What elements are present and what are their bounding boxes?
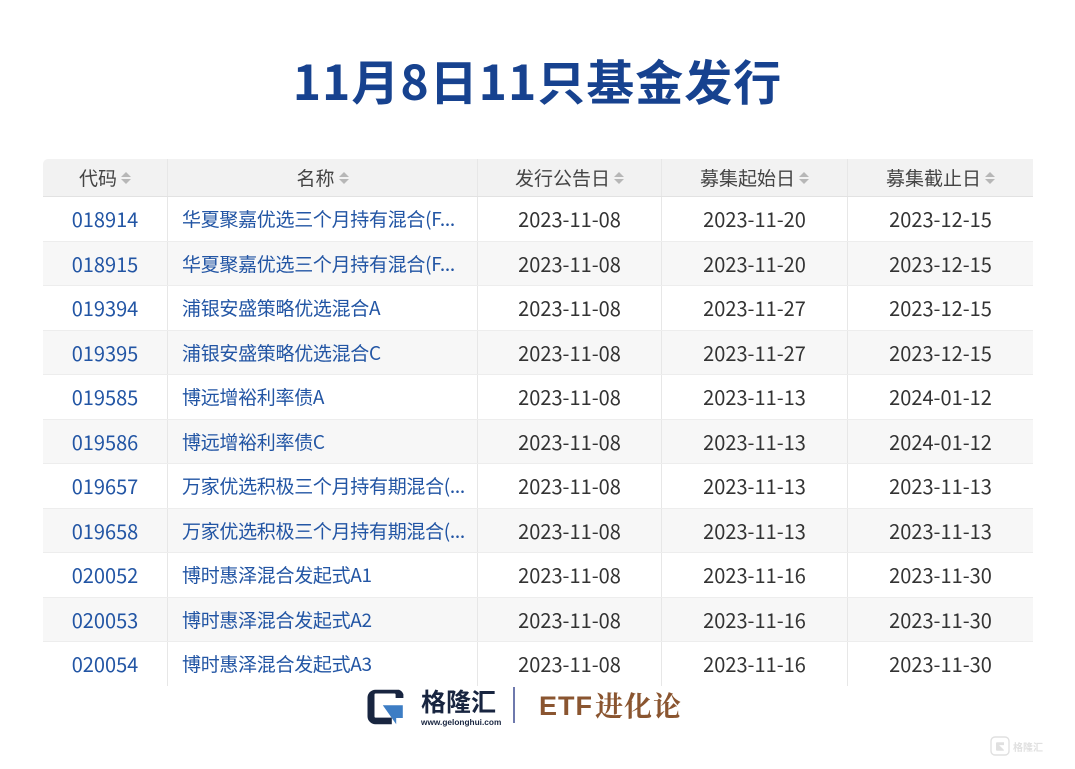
svg-text:www.gelonghui.com: www.gelonghui.com	[420, 717, 501, 727]
svg-text:格隆汇: 格隆汇	[421, 683, 496, 719]
svg-text:进化论: 进化论	[595, 685, 682, 725]
svg-text:格隆汇: 格隆汇	[1013, 739, 1043, 754]
svg-text:ETF: ETF	[539, 691, 593, 721]
